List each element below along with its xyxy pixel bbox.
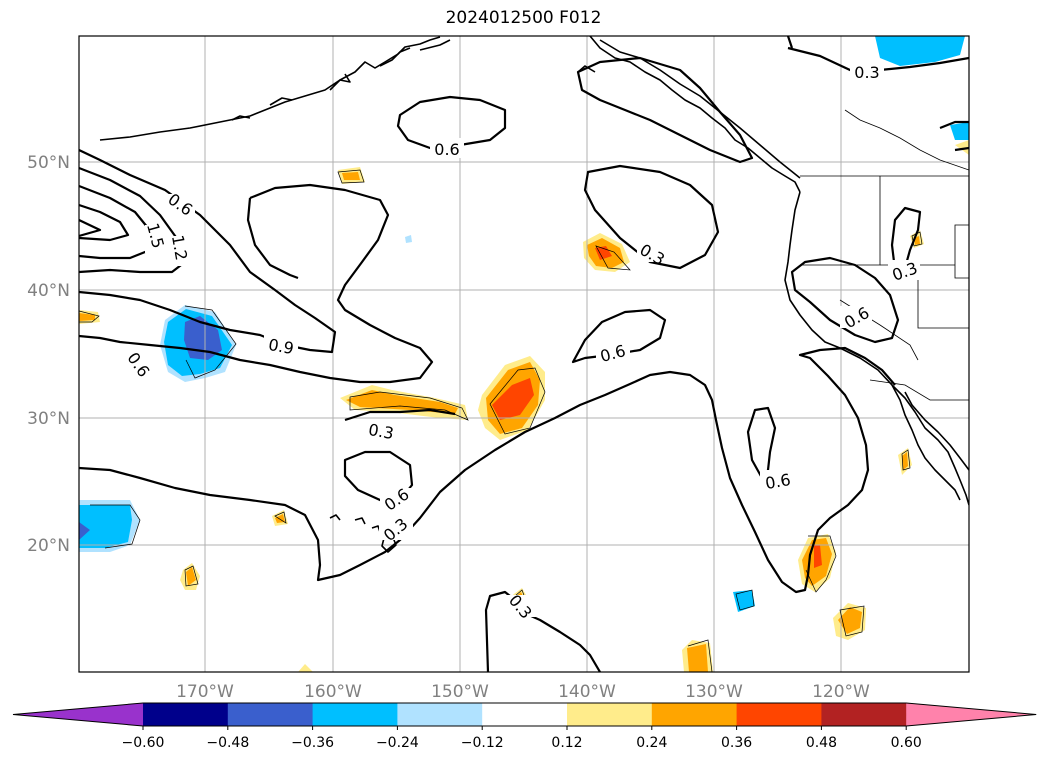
negative-anomaly-region <box>733 590 755 612</box>
positive-anomaly-region <box>814 545 822 568</box>
lon-label: 130°W <box>685 682 743 702</box>
colorbar-extend-high <box>906 703 1037 726</box>
positive-anomaly-region <box>595 246 612 260</box>
contour-line <box>246 197 299 280</box>
contour-label: 1.2 <box>168 234 191 262</box>
longitude-labels: 170°W 160°W 150°W 140°W 130°W 120°W <box>176 682 870 702</box>
contour-line <box>786 36 794 49</box>
contour-line <box>79 183 434 384</box>
contour-line <box>79 346 896 594</box>
contour-label: 0.3 <box>367 420 395 443</box>
positive-anomaly-region <box>298 664 313 672</box>
colorbar-tick-label: −0.48 <box>206 735 249 751</box>
colorbar-segment <box>567 703 653 726</box>
positive-anomaly-region <box>186 567 196 586</box>
colorbar-tick-label: −0.60 <box>122 735 165 751</box>
colorbar-tick-label: 0.12 <box>551 735 582 751</box>
colorbar-segment <box>821 703 907 726</box>
contour-line <box>583 164 720 270</box>
positive-anomaly-region <box>342 172 360 180</box>
colorbar-segment <box>482 703 568 726</box>
colorbar-segment <box>227 703 314 726</box>
colorbar-tick-label: −0.12 <box>461 735 504 751</box>
colorbar-tick-label: 0.60 <box>891 735 922 751</box>
negative-anomaly-region <box>405 235 412 243</box>
colorbar-segment <box>651 703 738 726</box>
lon-label: 160°W <box>304 682 362 702</box>
colorbar-extend-low <box>13 703 143 726</box>
lon-label: 170°W <box>176 682 234 702</box>
positive-anomaly-region <box>687 644 708 672</box>
colorbar-tick-label: −0.24 <box>376 735 419 751</box>
colorbar-segment <box>736 703 822 726</box>
contour-line <box>344 408 456 422</box>
lon-label: 140°W <box>558 682 616 702</box>
contour-label: 0.3 <box>854 63 879 82</box>
contour-line <box>890 206 922 271</box>
map-frame <box>78 35 970 673</box>
lon-label: 150°W <box>431 682 489 702</box>
graticule <box>79 36 969 672</box>
colorbar-tick-label: 0.36 <box>721 735 752 751</box>
shaded-anomalies <box>79 36 969 672</box>
contour-line <box>79 203 130 242</box>
latitude-labels: 50°N 40°N 30°N 20°N <box>27 153 70 556</box>
positive-anomaly-region <box>492 378 534 420</box>
contour-label: 0.6 <box>764 470 792 493</box>
contour-line <box>576 56 754 164</box>
contour-label: 0.6 <box>434 140 459 159</box>
positive-anomaly-region <box>79 313 95 321</box>
lon-label: 120°W <box>812 682 870 702</box>
coastlines <box>99 36 969 553</box>
lat-label: 30°N <box>27 409 70 429</box>
contour-line <box>79 219 102 238</box>
colorbar: −0.60 −0.48 −0.36 −0.24 −0.12 0.12 0.24 0.36 0.4… <box>12 702 1037 751</box>
contour-line <box>790 256 900 344</box>
negative-anomaly-region <box>79 505 132 548</box>
contour-line <box>396 95 507 150</box>
anomaly-outlines <box>79 169 923 672</box>
negative-anomaly-region <box>950 122 969 140</box>
positive-anomaly-region <box>346 390 458 414</box>
negative-anomaly-region <box>875 36 965 66</box>
negative-anomaly-region <box>79 522 90 540</box>
colorbar-segment <box>143 703 229 726</box>
positive-anomaly-region <box>955 140 969 155</box>
contour-line <box>939 120 969 130</box>
contour-label: 0.9 <box>267 335 295 358</box>
colorbar-tick-label: 0.48 <box>806 735 837 751</box>
contour-line <box>954 146 969 152</box>
lat-label: 40°N <box>27 281 70 301</box>
lat-label: 50°N <box>27 153 70 173</box>
lat-label: 20°N <box>27 536 70 556</box>
contour-label-group: 0.3 0.6 0.6 1.5 1.2 0.3 0.3 0.9 0.6 0.6 … <box>120 60 920 623</box>
positive-anomaly-region <box>902 452 908 470</box>
colorbar-segment <box>397 703 483 726</box>
map-title: 2024012500 F012 <box>445 8 602 28</box>
contour-line <box>746 406 777 480</box>
colorbar-segment <box>312 703 398 726</box>
colorbar-tick-label: 0.24 <box>636 735 667 751</box>
colorbar-tick-label: −0.36 <box>291 735 334 751</box>
